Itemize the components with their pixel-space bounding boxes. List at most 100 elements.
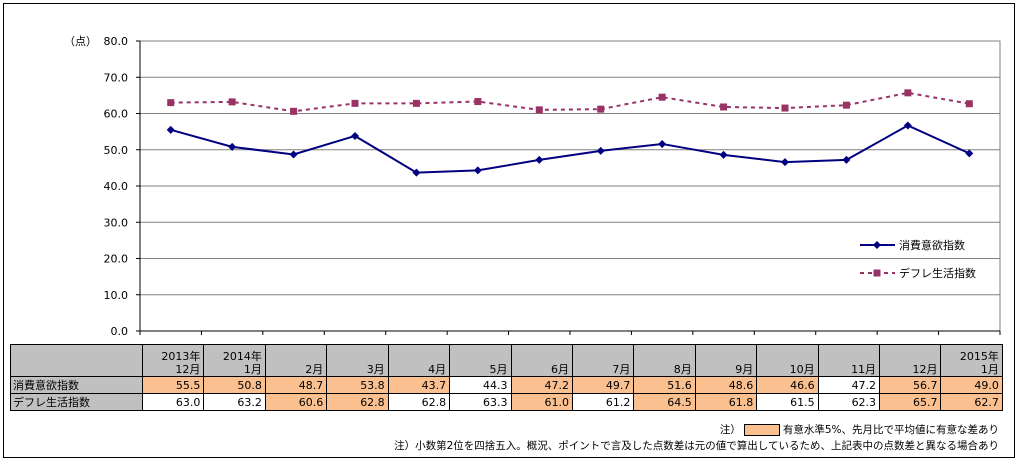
table-cell: 48.6 (694, 376, 758, 394)
legend-marker-1 (873, 241, 881, 249)
table-cell: 63.2 (203, 393, 266, 411)
table-cell: 61.2 (571, 393, 635, 411)
series-1-point (658, 139, 667, 148)
table-cell: 51.6 (633, 376, 696, 394)
note-significance: 注） 有意水準5%、先月比で平均値に有意な差あり (394, 422, 999, 438)
table-cell: 55.5 (141, 376, 205, 394)
note-significance-text: 有意水準5%、先月比で平均値に有意な差あり (782, 424, 999, 436)
y-tick-label: 20.0 (104, 253, 129, 266)
table-header-cell: 12月 (879, 344, 942, 377)
table-row: デフレ生活指数 63.0 63.2 60.6 62.8 62.8 63.3 61.0 61.2 6… (10, 393, 1003, 411)
note-prefix: 注） (719, 424, 741, 436)
series-2-point (535, 106, 543, 114)
table-header-cell: 2013年 12月 (141, 344, 205, 377)
table-cell: 60.6 (264, 393, 328, 411)
note-rounding: 注）小数第2位を四捨五入。概況、ポイントで言及した点数差は元の値で算出しているた… (394, 440, 999, 452)
plot-area: 0.0 10.0 20.0 30.0 40.0 50.0 60.0 70.0 80.0 (104, 35, 1001, 338)
table-header-cell: 5月 (449, 344, 512, 377)
series-1-point (351, 131, 359, 140)
header-month: 5月 (489, 363, 508, 376)
header-month: 12月 (912, 363, 938, 376)
table-cell: 62.3 (817, 393, 881, 411)
header-month: 2月 (305, 363, 324, 376)
series-2-point (474, 98, 482, 106)
table-body: 消費意欲指数 55.5 50.8 48.7 53.8 43.7 44.3 47.2 49.7 51… (10, 376, 1003, 411)
table-cell: 56.7 (879, 376, 942, 394)
header-month: 11月 (851, 363, 877, 376)
table-cell: 47.2 (817, 376, 881, 394)
header-year: 2014年 (222, 350, 262, 363)
notes: 注） 有意水準5%、先月比で平均値に有意な差あり 注）小数第2位を四捨五入。概況、… (394, 422, 999, 454)
table-cell: 44.3 (449, 376, 512, 394)
row-label: デフレ生活指数 (10, 393, 143, 411)
series-2-point (228, 98, 236, 106)
series-1-point (842, 155, 851, 164)
y-tick-label: 30.0 (104, 216, 129, 229)
series-1-point (473, 166, 482, 175)
series-2-point (290, 107, 298, 115)
series-2-point (720, 103, 728, 111)
table-cell: 43.7 (387, 376, 451, 394)
table-corner (10, 344, 143, 377)
header-month: 3月 (366, 363, 385, 376)
table-row: 消費意欲指数 55.5 50.8 48.7 53.8 43.7 44.3 47.2 49.7 51… (10, 376, 1003, 394)
series-1-point (781, 158, 789, 167)
table-cell: 49.7 (571, 376, 635, 394)
series-2-point (781, 104, 789, 112)
table-header-cell: 8月 (633, 344, 696, 377)
header-month: 6月 (550, 363, 569, 376)
significance-swatch (743, 424, 780, 436)
table-header-cell: 10月 (756, 344, 819, 377)
table-cell: 63.3 (449, 393, 512, 411)
table-header-cell: 2月 (264, 344, 328, 377)
table-cell: 47.2 (510, 376, 573, 394)
line-chart: （点） 0.010.020.030.040.050.060.070.080.0 … (64, 35, 1001, 338)
table-header-row: 2013年 12月 2014年 1月 2月 3月 4月 5月 6月 7月 8月 9月 10月 11月 12月… (10, 344, 1003, 377)
header-month: 12月 (175, 363, 201, 376)
series-1-point (596, 146, 605, 155)
series-2-point (597, 105, 605, 113)
table-cell: 50.8 (203, 376, 266, 394)
table-cell: 62.8 (387, 393, 451, 411)
table-cell: 64.5 (633, 393, 696, 411)
table-header-cell: 4月 (387, 344, 451, 377)
table-header-cell: 11月 (817, 344, 881, 377)
header-month: 9月 (735, 363, 754, 376)
table-cell: 48.7 (264, 376, 328, 394)
series-line-1 (170, 124, 970, 174)
header-month: 4月 (428, 363, 447, 376)
legend-label-2: デフレ生活指数 (899, 266, 976, 280)
table-cell: 62.7 (940, 393, 1003, 411)
data-table: 2013年 12月 2014年 1月 2月 3月 4月 5月 6月 7月 8月 9月 10月 11月 12月… (10, 344, 1003, 411)
table-header-cell: 9月 (694, 344, 758, 377)
header-month: 1月 (980, 363, 999, 376)
header-month: 7月 (612, 363, 631, 376)
table-header-cell: 3月 (326, 344, 389, 377)
table-cell: 53.8 (326, 376, 389, 394)
series-2-point (965, 100, 973, 108)
series-2-point (842, 101, 850, 109)
y-tick-label: 0.0 (111, 325, 129, 338)
y-axis-unit-label: （点） (64, 35, 97, 48)
legend-label-1: 消費意欲指数 (899, 238, 965, 252)
legend-marker-2 (873, 269, 881, 277)
y-tick-label: 10.0 (104, 289, 129, 302)
series-line-2 (170, 91, 970, 113)
series-2-point (904, 89, 912, 97)
y-tick-label: 40.0 (104, 180, 129, 193)
series-1-point (903, 121, 912, 130)
table-cell: 46.6 (756, 376, 819, 394)
table-cell: 65.7 (879, 393, 942, 411)
y-tick-label: 70.0 (104, 71, 129, 84)
series-2-point (412, 99, 420, 107)
series-1-point (166, 125, 175, 134)
table-cell: 61.5 (756, 393, 819, 411)
table-cell: 49.0 (940, 376, 1003, 394)
table-cell: 62.8 (326, 393, 389, 411)
series-1-point (289, 150, 298, 159)
series-2-point (167, 99, 175, 107)
table-cell: 61.8 (694, 393, 758, 411)
series-2-point (658, 93, 666, 101)
series-1-point (965, 149, 974, 158)
